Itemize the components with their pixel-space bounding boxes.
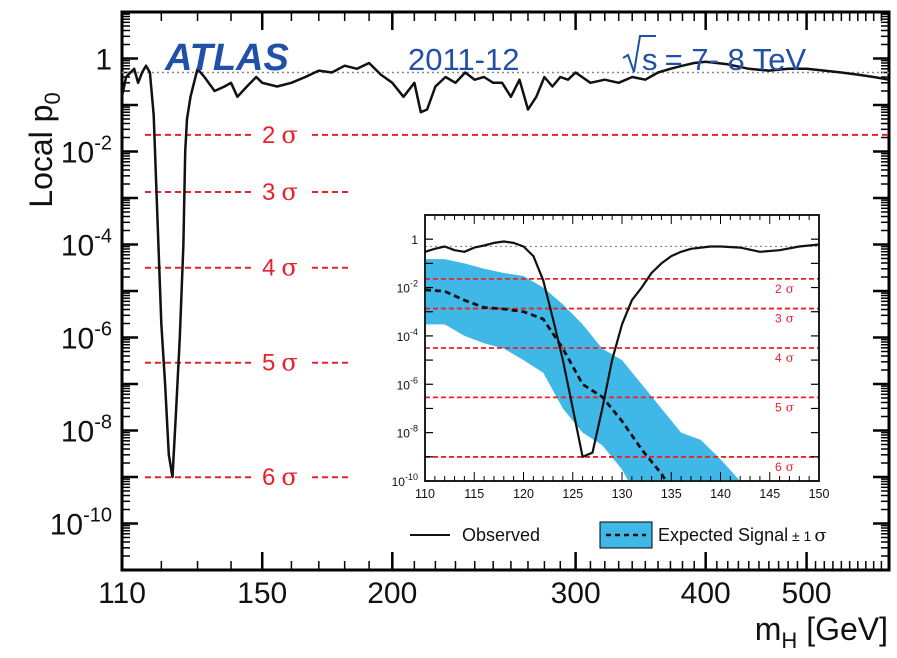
main-x-tick-label: 110	[98, 577, 146, 610]
inset-expected-curve	[425, 288, 668, 481]
inset-x-tick-label: 110	[415, 487, 435, 501]
main-y-tick-label: 10-4	[61, 226, 112, 263]
inset-x-tick-label: 135	[661, 487, 682, 501]
inset-x-tick-label: 120	[513, 487, 534, 501]
inset-x-tick-label: 145	[759, 487, 780, 501]
inset-x-tick-label: 140	[710, 487, 731, 501]
energy-value: = 7- 8 TeV	[656, 42, 807, 77]
energy-label: s = 7- 8 TeV	[622, 35, 807, 77]
main-y-tick-label: 10-10	[50, 505, 112, 542]
sqrt-sign	[622, 35, 656, 73]
x-axis-title: mH [GeV]	[755, 611, 888, 653]
inset-x-tick-label: 125	[562, 487, 583, 501]
inset-y-tick-label: 10-6	[397, 375, 418, 392]
main-observed-curve	[120, 60, 890, 479]
main-y-tick-label: 1	[95, 44, 112, 77]
inset-y-tick-label: 10-2	[397, 279, 418, 296]
inset-x-tick-label: 130	[612, 487, 633, 501]
inset-observed-curve	[425, 240, 819, 458]
energy-sqrt-symbol: s	[642, 42, 658, 77]
y-axis-title: Local p0	[23, 92, 65, 207]
inset-observed-line	[425, 240, 819, 458]
inset-y-tick-label: 10-10	[392, 472, 418, 489]
inset-y-tick-label: 10-4	[397, 327, 418, 344]
main-x-tick-label: 150	[237, 577, 287, 610]
main-x-tick-label: 400	[681, 577, 731, 610]
period-label: 2011-12	[408, 42, 519, 77]
inset-x-tick-label: 150	[809, 487, 830, 501]
inset-expected-band	[425, 259, 741, 481]
main-sigma-lines: 2 σ 3 σ 4 σ 5 σ 6 σ	[145, 121, 889, 491]
inset-y-tick-label: 1	[411, 233, 418, 247]
main-x-tick-label: 300	[551, 577, 601, 610]
inset-x-tick-label: 115	[464, 487, 484, 501]
legend-observed-label: Observed	[462, 525, 540, 545]
main-y-tick-label: 10-6	[61, 319, 112, 356]
atlas-logo: ATLAS	[164, 37, 289, 79]
main-y-tick-label: 10-2	[61, 133, 112, 170]
inset-y-tick-label: 10-8	[397, 424, 418, 441]
main-x-tick-label: 200	[367, 577, 417, 610]
main-observed-line	[120, 60, 890, 479]
inset-sigma-lines: 2 σ 3 σ 4 σ 5 σ 6 σ	[425, 277, 819, 474]
inset-band-area	[425, 259, 741, 481]
main-y-tick-label: 10-8	[61, 412, 112, 449]
main-x-tick-label: 500	[782, 577, 832, 610]
inset-expected-line	[425, 288, 668, 481]
